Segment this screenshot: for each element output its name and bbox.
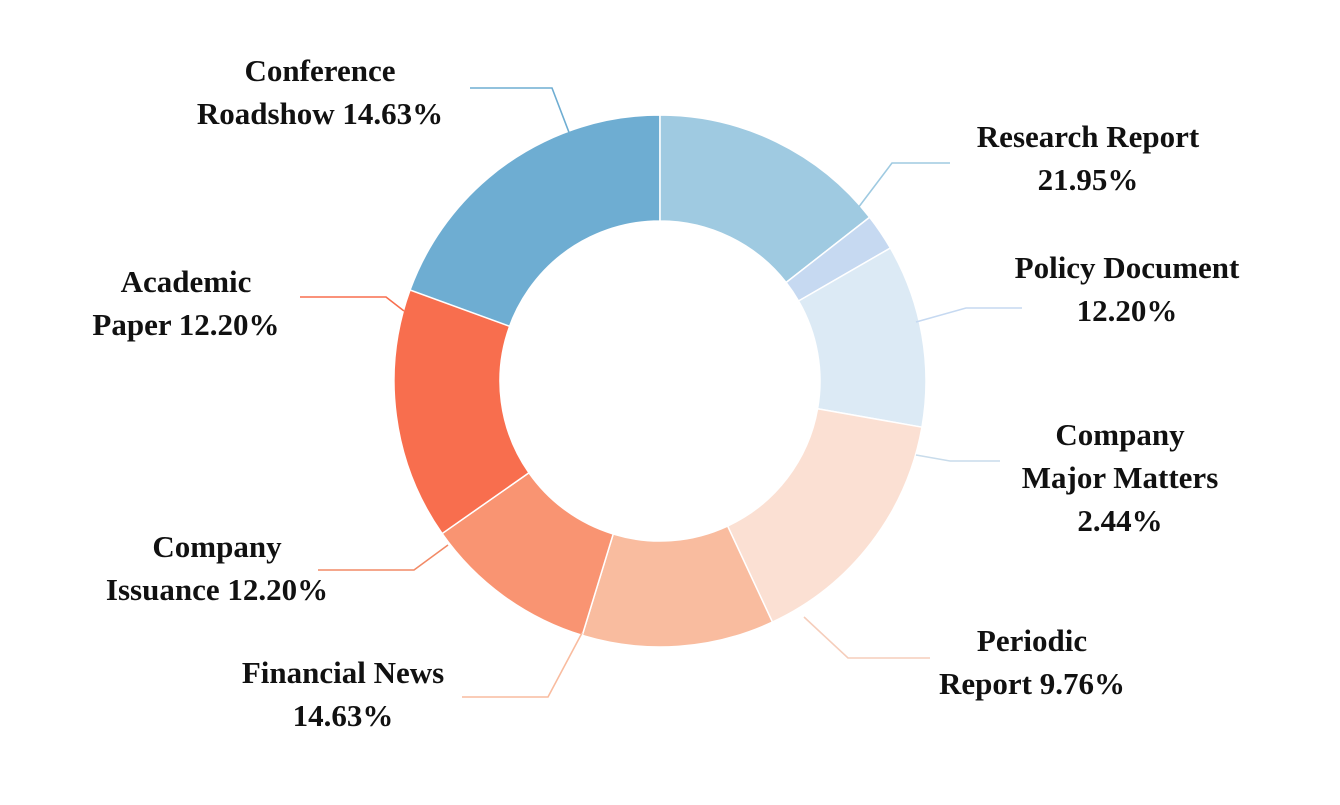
leader-line-periodic-report — [803, 616, 930, 659]
leader-line-company-major-matters — [915, 454, 1000, 462]
leader-line-financial-news — [462, 632, 583, 698]
data-label-conference-roadshow: Conference Roadshow 14.63% — [197, 53, 443, 131]
data-label-line: Financial News — [242, 655, 444, 690]
data-label-line: 14.63% — [293, 698, 394, 733]
leader-line-company-issuance — [318, 544, 449, 571]
data-label-company-major-matters: Company Major Matters 2.44% — [1022, 417, 1219, 538]
data-label-academic-paper: Academic Paper 12.20% — [92, 264, 279, 342]
data-label-line: Conference — [245, 53, 396, 88]
data-label-line: 2.44% — [1077, 503, 1162, 538]
data-label-company-issuance: Company Issuance 12.20% — [106, 529, 328, 607]
data-label-line: Report 9.76% — [939, 666, 1125, 701]
data-label-line: Paper 12.20% — [92, 307, 279, 342]
data-label-line: 12.20% — [1077, 293, 1178, 328]
leader-line-policy-document — [915, 307, 1022, 323]
data-label-line: Company — [1055, 417, 1185, 452]
leader-line-conference-roadshow — [470, 87, 571, 136]
data-label-financial-news: Financial News 14.63% — [242, 655, 444, 733]
data-label-line: Company — [152, 529, 282, 564]
data-label-line: Research Report — [977, 119, 1200, 154]
data-label-policy-document: Policy Document 12.20% — [1015, 250, 1240, 328]
leader-line-research-report — [857, 162, 950, 209]
data-label-line: 21.95% — [1038, 162, 1139, 197]
data-label-research-report: Research Report 21.95% — [977, 119, 1200, 197]
data-label-line: Academic — [121, 264, 252, 299]
data-label-line: Major Matters — [1022, 460, 1219, 495]
slice-academic-paper — [393, 289, 530, 535]
data-label-line: Roadshow 14.63% — [197, 96, 443, 131]
data-label-line: Policy Document — [1015, 250, 1240, 285]
leader-line-academic-paper — [300, 296, 405, 312]
data-label-periodic-report: Periodic Report 9.76% — [939, 623, 1125, 701]
data-label-line: Periodic — [977, 623, 1087, 658]
data-label-line: Issuance 12.20% — [106, 572, 328, 607]
